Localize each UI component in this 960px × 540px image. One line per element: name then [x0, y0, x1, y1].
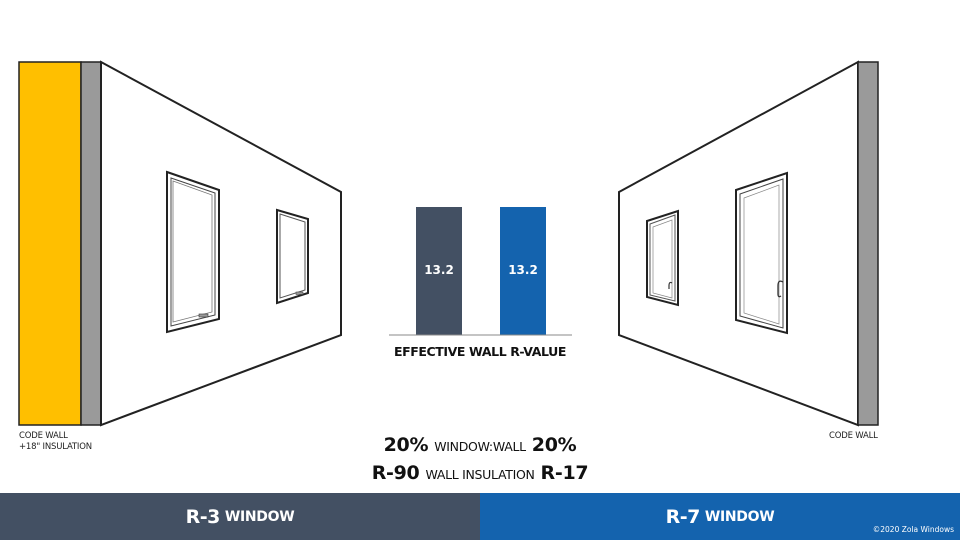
footer-left-word: WINDOW — [224, 508, 295, 525]
wall-edge — [80, 61, 102, 426]
diagram-scene: 13.2 13.2 EFFECTIVE WALL R-VALUE CODE WA… — [18, 60, 879, 484]
bar-r7-value: 13.2 — [508, 263, 538, 277]
left-wall-label-line2: +18" INSULATION — [19, 442, 92, 452]
window-wall-ratio-row: 20% WINDOW:WALL 20% — [330, 434, 630, 456]
left-wall — [18, 60, 342, 427]
right-wall — [618, 60, 879, 427]
ratio-right-value: 20% — [531, 434, 577, 456]
wall-face — [100, 60, 342, 427]
bar-r7-window — [500, 207, 546, 335]
window-large-icon — [735, 171, 788, 335]
bar-chart — [389, 207, 572, 336]
footer-left-code: R-3 — [185, 505, 221, 528]
right-wall-label: CODE WALL — [829, 431, 878, 442]
insulation-layer — [18, 61, 82, 426]
ratio-label: WINDOW:WALL — [434, 439, 526, 454]
ratio-left-value: 20% — [383, 434, 429, 456]
footer-right-word: WINDOW — [704, 508, 775, 525]
right-wall-label-line1: CODE WALL — [829, 431, 878, 441]
handle-icon — [777, 280, 784, 298]
insulation-label: WALL INSULATION — [425, 467, 535, 482]
insulation-left-value: R-90 — [371, 462, 420, 484]
copyright-text: ©2020 Zola Windows — [872, 525, 954, 534]
footer-right-code: R-7 — [665, 505, 701, 528]
bar-r3-value: 13.2 — [424, 263, 454, 277]
window-small-icon — [646, 209, 679, 307]
footer-r7-window: R-7 WINDOW ©2020 Zola Windows — [480, 493, 960, 540]
chart-title: EFFECTIVE WALL R-VALUE — [393, 344, 567, 359]
walls-illustration — [18, 60, 879, 427]
window-small-icon — [276, 208, 309, 305]
footer-r3-window: R-3 WINDOW — [0, 493, 480, 540]
wall-insulation-row: R-90 WALL INSULATION R-17 — [330, 462, 630, 484]
footer-bar: R-3 WINDOW R-7 WINDOW ©2020 Zola Windows — [0, 493, 960, 540]
insulation-right-value: R-17 — [540, 462, 589, 484]
left-wall-label-line1: CODE WALL — [19, 431, 68, 441]
left-wall-label: CODE WALL +18" INSULATION — [19, 431, 92, 453]
wall-edge — [857, 61, 879, 426]
handle-icon — [668, 281, 673, 289]
window-large-icon — [166, 170, 220, 334]
bar-r3-window — [416, 207, 462, 335]
